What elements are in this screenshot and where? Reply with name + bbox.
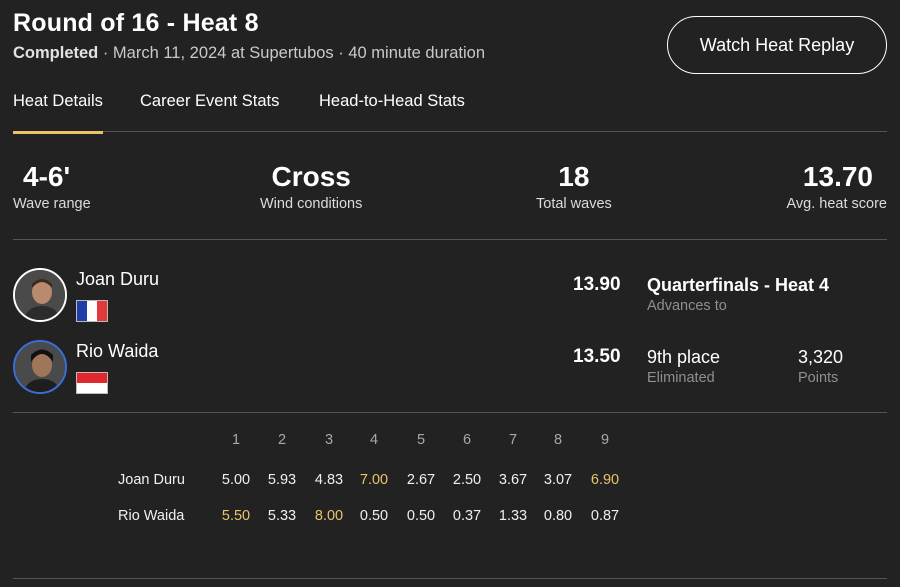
wave-number-label: 6 — [462, 432, 472, 448]
surfer-name[interactable]: Rio Waida — [76, 341, 159, 361]
tab-heat-details[interactable]: Heat Details — [13, 92, 103, 134]
divider — [13, 578, 887, 579]
wave-score-cell: 5.50 — [221, 508, 251, 524]
wave-number-label: 9 — [600, 432, 610, 448]
outcome-sub: Advances to — [647, 298, 727, 314]
points-label: Points — [798, 370, 839, 386]
heat-header: Round of 16 - Heat 8 Completed · March 1… — [13, 8, 485, 63]
wave-score-cell: 0.50 — [359, 508, 389, 524]
wave-score-cell: 5.93 — [267, 472, 297, 488]
stat-label: Avg. heat score — [786, 196, 888, 212]
wave-number-header: 1 2 3 4 5 6 7 8 9 — [0, 432, 900, 454]
wave-number-label: 3 — [324, 432, 334, 448]
wave-score-cell: 6.90 — [590, 472, 620, 488]
heat-subtitle: Completed · March 11, 2024 at Supertubos… — [13, 43, 485, 63]
wave-score-cell: 5.33 — [267, 508, 297, 524]
surfer-row[interactable]: Joan Duru 13.90 Quarterfinals - Heat 4 A… — [13, 268, 887, 328]
points-value: 3,320 — [798, 347, 844, 367]
stat-avg-heat-score: 13.70 Avg. heat score — [787, 160, 888, 214]
page-title: Round of 16 - Heat 8 — [13, 9, 259, 37]
row-surfer-name: Rio Waida — [118, 508, 185, 524]
wave-number-label: 2 — [277, 432, 287, 448]
heat-total-score: 13.50 — [573, 346, 621, 367]
heat-total-score: 13.90 — [573, 274, 621, 295]
surfer-portrait-icon — [15, 342, 65, 392]
stat-value: 18 — [558, 161, 590, 192]
surfer-portrait-icon — [15, 270, 65, 320]
wave-score-cell: 4.83 — [314, 472, 344, 488]
heat-details-text: · March 11, 2024 at Supertubos · 40 minu… — [98, 44, 486, 62]
wave-score-cell: 0.87 — [590, 508, 620, 524]
surfer-outcome: Quarterfinals - Heat 4 Advances to — [647, 274, 829, 316]
wave-score-cell: 0.37 — [452, 508, 482, 524]
wave-score-cell: 0.50 — [406, 508, 436, 524]
wave-number-label: 4 — [369, 432, 379, 448]
heat-stats: 4-6' Wave range Cross Wind conditions 18… — [13, 160, 887, 240]
wave-score-cell: 2.67 — [406, 472, 436, 488]
tab-career-event-stats[interactable]: Career Event Stats — [140, 92, 280, 110]
stat-wave-range: 4-6' Wave range — [13, 160, 91, 214]
surfer-outcome: 9th place Eliminated — [647, 346, 720, 388]
stat-label: Total waves — [536, 196, 612, 212]
wave-score-cell: 7.00 — [359, 472, 389, 488]
surfer-row[interactable]: Rio Waida 13.50 9th place Eliminated 3,3… — [13, 340, 887, 400]
stat-label: Wave range — [13, 196, 91, 212]
wave-score-cell: 5.00 — [221, 472, 251, 488]
tab-bar: Heat Details Career Event Stats Head-to-… — [13, 92, 887, 134]
surfer-name[interactable]: Joan Duru — [76, 269, 160, 289]
outcome-label[interactable]: Quarterfinals - Heat 4 — [647, 275, 830, 295]
stat-label: Wind conditions — [260, 196, 363, 212]
status-label: Completed — [13, 44, 99, 62]
stat-value: 13.70 — [802, 161, 873, 192]
table-row: Joan Duru 5.00 5.93 4.83 7.00 2.67 2.50 3.67 3.… — [0, 472, 900, 494]
divider — [13, 412, 887, 413]
wave-score-cell: 2.50 — [452, 472, 482, 488]
stat-total-waves: 18 Total waves — [536, 160, 612, 214]
wave-score-cell: 0.80 — [543, 508, 573, 524]
wave-score-cell: 3.07 — [543, 472, 573, 488]
avatar[interactable] — [13, 340, 67, 394]
outcome-label: 9th place — [647, 347, 721, 367]
stat-value: 4-6' — [23, 161, 71, 192]
france-flag-icon — [76, 300, 108, 322]
stat-value: Cross — [271, 161, 351, 192]
wave-score-cell: 8.00 — [314, 508, 344, 524]
tab-head-to-head-stats[interactable]: Head-to-Head Stats — [319, 92, 465, 110]
stat-wind: Cross Wind conditions — [260, 160, 362, 214]
wave-score-cell: 3.67 — [498, 472, 528, 488]
wave-number-label: 7 — [508, 432, 518, 448]
wave-score-cell: 1.33 — [498, 508, 528, 524]
outcome-sub: Eliminated — [647, 370, 715, 386]
indonesia-flag-icon — [76, 372, 108, 394]
wave-number-label: 5 — [416, 432, 426, 448]
wave-number-label: 1 — [231, 432, 241, 448]
avatar[interactable] — [13, 268, 67, 322]
surfer-points: 3,320 Points — [798, 346, 843, 388]
table-row: Rio Waida 5.50 5.33 8.00 0.50 0.50 0.37 1.33 0.… — [0, 508, 900, 530]
row-surfer-name: Joan Duru — [118, 472, 185, 488]
watch-heat-replay-button[interactable]: Watch Heat Replay — [667, 16, 887, 74]
wave-number-label: 8 — [553, 432, 563, 448]
